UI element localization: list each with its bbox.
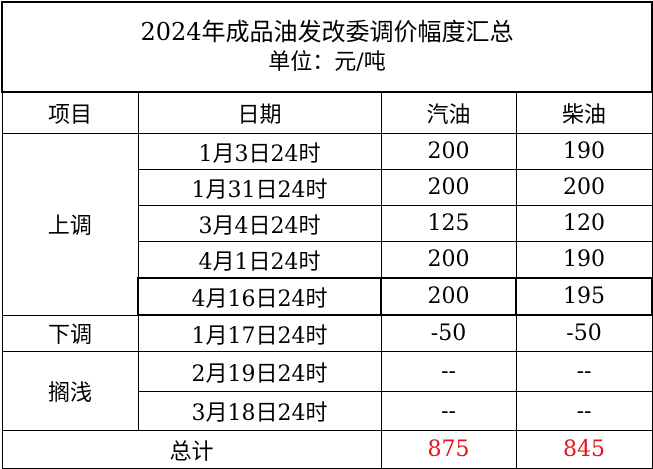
date-cell: 1月31日24时 bbox=[137, 169, 382, 206]
header-diesel: 柴油 bbox=[515, 91, 653, 134]
table-row: 3月4日24时 125 120 bbox=[2, 205, 653, 242]
date-cell: 2月19日24时 bbox=[137, 351, 382, 392]
group-label-up: 上调 bbox=[1, 133, 139, 316]
header-gasoline: 汽油 bbox=[380, 91, 517, 134]
table-row: 4月16日24时 200 195 bbox=[2, 277, 653, 316]
diesel-cell: 120 bbox=[515, 205, 653, 242]
diesel-cell: -- bbox=[515, 351, 653, 392]
table-row: 搁浅 2月19日24时 -- -- bbox=[1, 351, 653, 431]
table-row: 下调 1月17日24时 -50 -50 bbox=[1, 314, 653, 352]
total-label: 总计 bbox=[1, 430, 382, 469]
total-gasoline: 875 bbox=[380, 430, 517, 469]
date-cell: 3月18日24时 bbox=[137, 391, 382, 431]
diesel-cell: 190 bbox=[515, 133, 653, 170]
gasoline-cell: 200 bbox=[380, 241, 517, 279]
group-label-down: 下调 bbox=[1, 314, 139, 352]
total-diesel: 845 bbox=[515, 430, 653, 469]
table-title: 2024年成品油发改委调价幅度汇总 bbox=[140, 18, 514, 46]
gasoline-cell: 125 bbox=[380, 205, 517, 242]
date-cell: 3月4日24时 bbox=[137, 205, 382, 242]
date-cell: 4月1日24时 bbox=[137, 241, 382, 279]
title-cell: 2024年成品油发改委调价幅度汇总 单位：元/吨 bbox=[0, 1, 653, 93]
gasoline-cell: 200 bbox=[380, 133, 517, 170]
gasoline-cell: 200 bbox=[380, 169, 517, 206]
diesel-cell: 195 bbox=[514, 277, 653, 316]
date-cell: 4月16日24时 bbox=[137, 277, 382, 316]
date-cell: 1月3日24时 bbox=[137, 133, 382, 170]
gasoline-cell: -50 bbox=[380, 314, 517, 352]
diesel-cell: 190 bbox=[515, 241, 653, 279]
diesel-cell: -- bbox=[515, 391, 653, 431]
total-row: 总计 875 845 bbox=[1, 430, 653, 469]
diesel-cell: 200 bbox=[515, 169, 653, 206]
gasoline-cell: -- bbox=[380, 391, 517, 431]
table-row: 3月18日24时 -- -- bbox=[2, 391, 653, 431]
gasoline-cell: 200 bbox=[380, 277, 517, 316]
header-date: 日期 bbox=[137, 91, 382, 134]
date-cell: 1月17日24时 bbox=[137, 314, 382, 352]
group-label-shelved: 搁浅 bbox=[1, 351, 139, 431]
table-row: 上调 1月3日24时 200 190 bbox=[1, 133, 653, 316]
header-row: 项目 日期 汽油 柴油 bbox=[1, 91, 653, 134]
diesel-cell: -50 bbox=[515, 314, 653, 352]
unit-label: 单位：元/吨 bbox=[268, 50, 386, 75]
gasoline-cell: -- bbox=[380, 351, 517, 392]
header-item: 项目 bbox=[1, 91, 139, 134]
table-row: 1月31日24时 200 200 bbox=[2, 169, 653, 206]
